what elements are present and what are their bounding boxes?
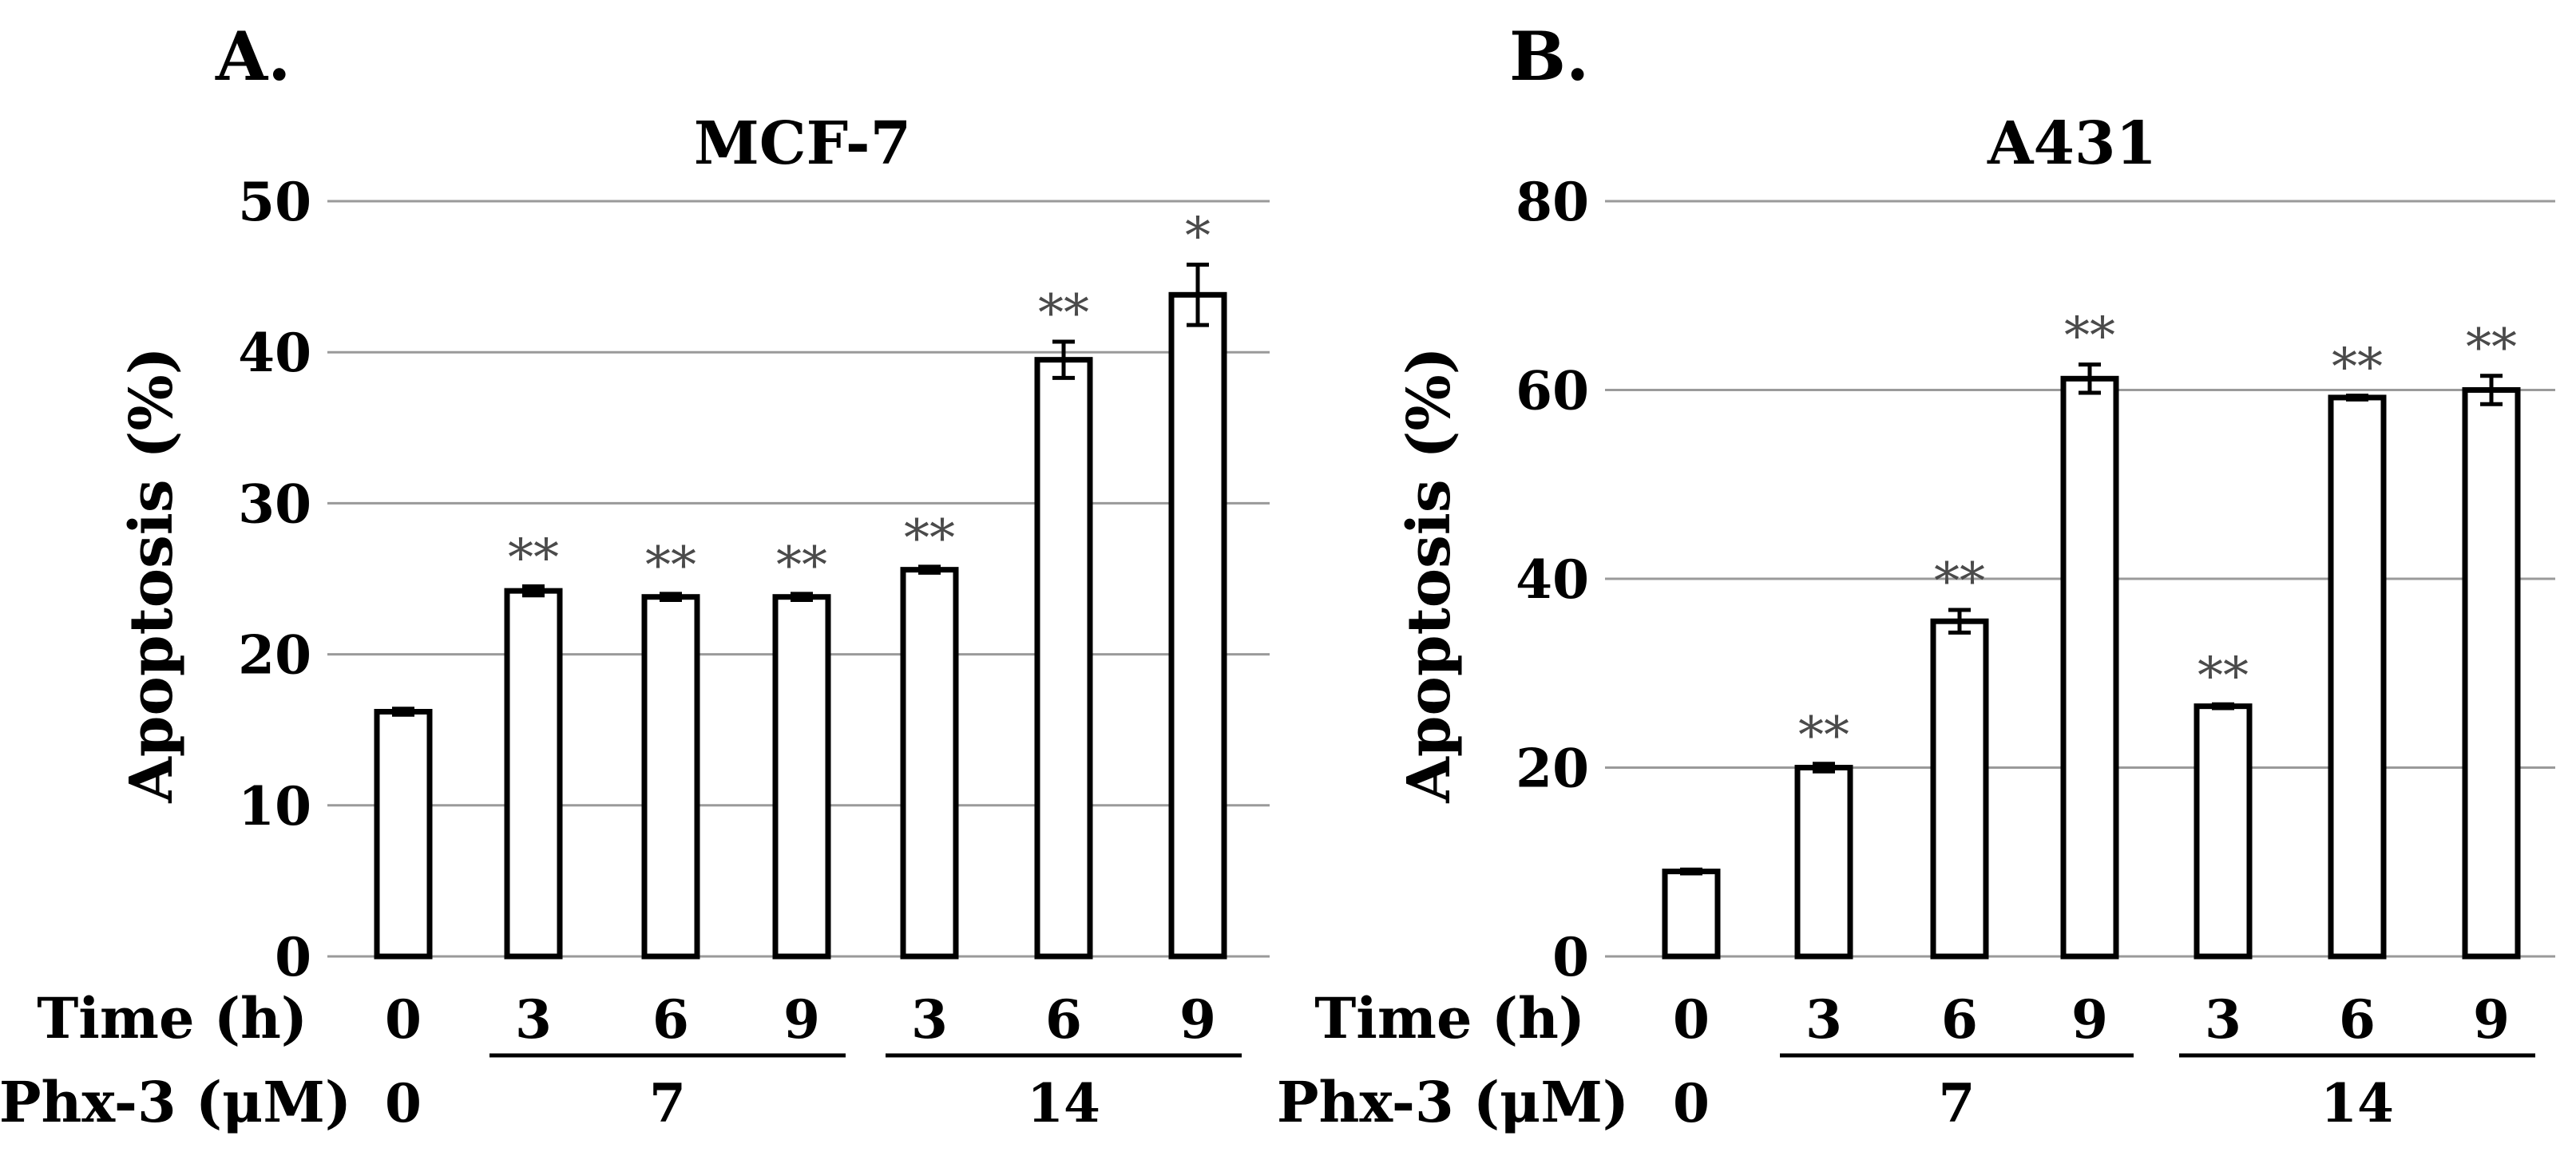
- panel-b-bar: [2060, 375, 2119, 960]
- panel-b-error-bar: [2079, 362, 2101, 395]
- panel-b-time-label: 9: [2473, 988, 2510, 1051]
- panel-b-significance: **: [2332, 338, 2383, 398]
- panel-a-ytick-label: 50: [238, 171, 311, 233]
- panel-b-time-label: 3: [1805, 988, 1842, 1051]
- panel-a-bar: [1034, 357, 1093, 960]
- panel-b-bar: [1930, 618, 1989, 960]
- panel-a-error-bar: [791, 592, 813, 602]
- panel-b-title: A431: [1987, 109, 2157, 178]
- panel-b-error-bar: [1680, 867, 1702, 876]
- panel-a-significance: **: [1038, 284, 1089, 343]
- panel-b-time-label: 6: [2339, 988, 2376, 1051]
- panel-b-ytick-label: 40: [1516, 548, 1589, 611]
- panel-b-dose-label: 14: [2320, 1072, 2394, 1134]
- panel-b-significance: **: [1798, 707, 1849, 766]
- panel-a-label: A.: [215, 17, 291, 96]
- panel-a-time-label: 3: [911, 988, 948, 1051]
- panel-b-bar: [2462, 387, 2521, 960]
- panel-b-dose-label: 7: [1939, 1072, 1976, 1134]
- panel-a-ytick-label: 30: [238, 473, 311, 535]
- panel-a-ytick-label: 20: [238, 624, 311, 687]
- panel-a-dose-label: 7: [649, 1072, 686, 1134]
- panel-b-significance: **: [2198, 647, 2249, 706]
- panel-b-significance: **: [2466, 319, 2517, 378]
- panel-b-ytick-label: 20: [1516, 738, 1589, 800]
- panel-a-error-bar: [918, 564, 941, 575]
- panel-b-error-bar: [1948, 608, 1971, 635]
- panel-a-significance: *: [1185, 207, 1211, 266]
- panel-a-error-bar: [1052, 339, 1075, 380]
- panel-b-dose-row-label: Phx-3 (μM): [1277, 1069, 1629, 1135]
- panel-a-ytick-label: 10: [238, 775, 311, 837]
- panel-a-significance: **: [645, 536, 696, 596]
- panel-a-time-label: 6: [652, 988, 689, 1051]
- panel-b-significance: **: [2064, 307, 2115, 366]
- panel-b-time-label: 3: [2205, 988, 2241, 1051]
- panel-a-dose-row-label: Phx-3 (μM): [0, 1069, 351, 1135]
- panel-b-error-bar: [2480, 374, 2503, 406]
- panel-b-ylabel: Apoptosis (%): [1395, 346, 1464, 803]
- panel-a-bar: [641, 594, 700, 960]
- panel-a-time-label: 3: [515, 988, 552, 1051]
- panel-a-significance: **: [508, 528, 559, 588]
- panel-a-time-label: 9: [783, 988, 820, 1051]
- panel-a-time-label: 0: [385, 988, 422, 1051]
- panel-b-bar: [1662, 869, 1721, 960]
- panel-b-time-label: 0: [1673, 988, 1710, 1051]
- panel-a-significance: **: [776, 536, 827, 596]
- panel-a-bar: [374, 708, 433, 960]
- panel-b-significance: **: [1934, 552, 1985, 612]
- panel-a-bar: [772, 594, 831, 960]
- panel-b-ytick-label: 60: [1516, 360, 1589, 422]
- panel-b-bar: [2328, 394, 2387, 960]
- panel-b-bar: [1794, 765, 1853, 960]
- panel-a-bar: [1168, 291, 1227, 960]
- panel-a-time-label: 6: [1045, 988, 1082, 1051]
- panel-a-error-bar: [1187, 262, 1209, 327]
- panel-b: B. A431 Apoptosis (%) Time (h) Phx-3 (μM…: [1277, 17, 2555, 1135]
- panel-a-title: MCF-7: [694, 109, 911, 178]
- panel-a-significance: **: [904, 509, 955, 568]
- panel-a-dose-label: 14: [1027, 1072, 1100, 1134]
- panel-b-time-row-label: Time (h): [1314, 985, 1585, 1051]
- panel-a-ytick-label: 40: [238, 322, 311, 384]
- panel-a-dose-label: 0: [385, 1072, 422, 1134]
- panel-b-error-bar: [2212, 702, 2234, 711]
- panel-a-ytick-label: 0: [275, 926, 311, 988]
- panel-b-dose-label: 0: [1673, 1072, 1710, 1134]
- panel-b-time-label: 9: [2071, 988, 2108, 1051]
- panel-a-error-bar: [392, 707, 414, 717]
- panel-a-time-label: 9: [1179, 988, 1216, 1051]
- panel-a: A. MCF-7 Apoptosis (%) Time (h) Phx-3 (μ…: [0, 17, 1270, 1135]
- panel-a-error-bar: [660, 592, 682, 602]
- panel-b-error-bar: [2346, 394, 2368, 402]
- panel-b-label: B.: [1509, 17, 1589, 96]
- panel-a-bar: [504, 588, 563, 960]
- panel-b-time-label: 6: [1941, 988, 1978, 1051]
- panel-a-ylabel: Apoptosis (%): [117, 346, 186, 803]
- panel-b-ytick-label: 80: [1516, 171, 1589, 233]
- panel-a-bar: [900, 567, 959, 960]
- panel-a-time-row-label: Time (h): [37, 985, 307, 1051]
- panel-b-bar: [2194, 703, 2253, 960]
- panel-a-error-bar: [522, 584, 545, 598]
- panel-b-error-bar: [1813, 762, 1835, 774]
- panel-b-ytick-label: 0: [1552, 926, 1589, 988]
